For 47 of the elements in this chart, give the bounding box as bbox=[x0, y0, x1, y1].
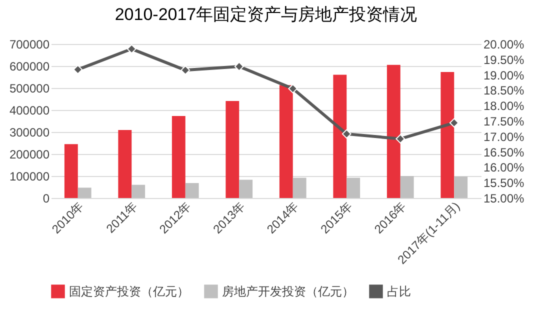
bar bbox=[239, 180, 253, 198]
y2-tick-label: 18.50% bbox=[484, 84, 525, 98]
bar bbox=[226, 100, 240, 198]
y-tick-label: 300000 bbox=[9, 126, 50, 140]
legend-label: 占比 bbox=[387, 284, 411, 298]
y2-tick-label: 19.00% bbox=[484, 68, 525, 82]
point bbox=[342, 129, 352, 139]
point bbox=[126, 44, 136, 54]
bar bbox=[440, 72, 454, 198]
bar bbox=[118, 130, 132, 198]
y2-tick-label: 17.00% bbox=[484, 130, 525, 144]
bar bbox=[346, 178, 360, 198]
y-tick-label: 400000 bbox=[9, 104, 50, 118]
bar bbox=[333, 74, 347, 198]
y2-tick-label: 17.50% bbox=[484, 114, 525, 128]
y2-tick-label: 15.00% bbox=[484, 192, 525, 206]
y-tick-label: 100000 bbox=[9, 170, 50, 184]
chart-title: 2010-2017年固定资产与房地产投资情况 bbox=[114, 5, 418, 24]
bar bbox=[292, 178, 306, 198]
bar bbox=[78, 188, 92, 198]
point bbox=[449, 118, 459, 128]
point bbox=[180, 65, 190, 75]
bar bbox=[132, 184, 146, 198]
legend-label: 房地产开发投资（亿元） bbox=[222, 284, 354, 298]
bar bbox=[400, 176, 414, 198]
bar bbox=[386, 64, 400, 198]
point bbox=[234, 62, 244, 72]
bar bbox=[454, 176, 468, 198]
y-tick-label: 500000 bbox=[9, 82, 50, 96]
y-tick-label: 600000 bbox=[9, 60, 50, 74]
y-tick-label: 0 bbox=[42, 192, 50, 206]
point bbox=[396, 134, 406, 144]
point bbox=[73, 64, 83, 74]
y2-tick-label: 18.00% bbox=[484, 99, 525, 114]
y2-tick-label: 20.00% bbox=[484, 38, 525, 52]
y2-tick-label: 19.50% bbox=[484, 52, 525, 67]
legend-label: 固定资产投资（亿元） bbox=[69, 284, 189, 298]
y-tick-label: 200000 bbox=[9, 148, 50, 162]
y-tick-label: 700000 bbox=[9, 38, 50, 52]
y2-tick-label: 16.00% bbox=[484, 160, 525, 175]
bar bbox=[185, 183, 199, 198]
bar bbox=[172, 116, 186, 198]
point bbox=[288, 84, 298, 94]
y2-tick-label: 15.50% bbox=[484, 176, 525, 190]
bar bbox=[279, 85, 293, 198]
bar bbox=[64, 144, 78, 198]
y2-tick-label: 16.50% bbox=[484, 145, 525, 160]
